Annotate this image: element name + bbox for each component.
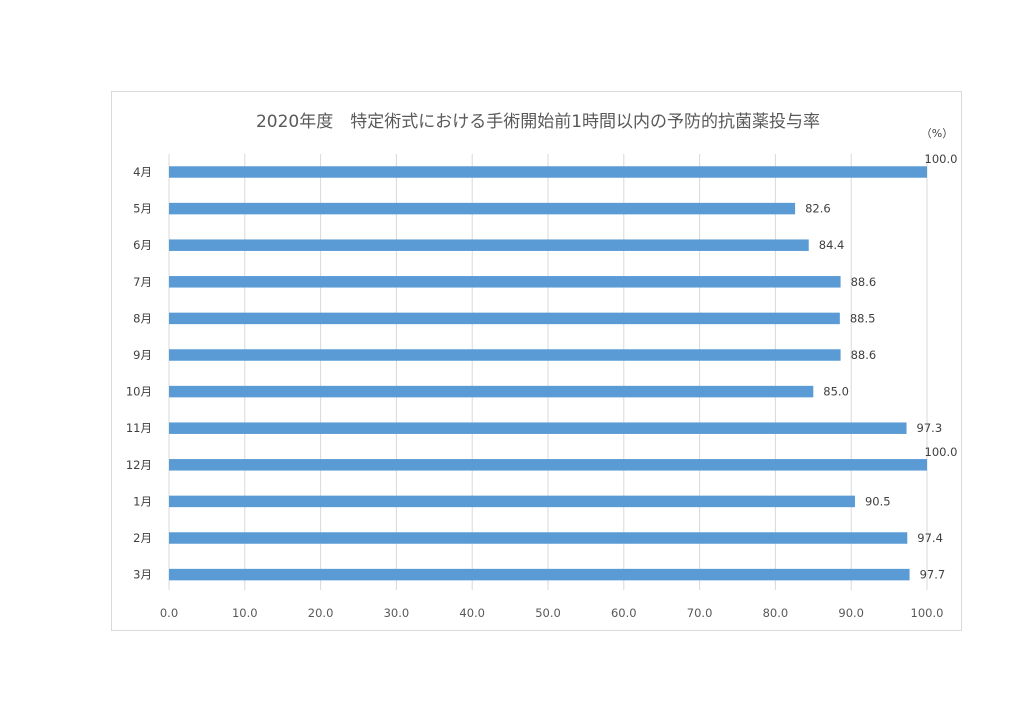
x-tick-label: 40.0 [459, 606, 485, 620]
x-tick-label: 80.0 [763, 606, 789, 620]
category-label: 9月 [133, 348, 152, 362]
bar [169, 166, 927, 178]
bar [169, 239, 809, 251]
category-label: 1月 [133, 494, 152, 508]
category-label: 12月 [126, 458, 152, 472]
category-labels: 4月 5月 6月 7月 8月 9月 10月 11月 12月 1月 2月 3月 [126, 165, 152, 582]
category-label: 7月 [133, 275, 152, 289]
data-label: 97.4 [917, 531, 943, 545]
bars [169, 166, 927, 581]
data-label: 88.5 [850, 311, 876, 325]
bar [169, 385, 814, 398]
data-label: 100.0 [925, 445, 958, 459]
bar-chart: 2020年度 特定術式における手術開始前1時間以内の予防的抗菌薬投与率 （%） … [126, 112, 958, 620]
category-label: 3月 [133, 568, 152, 582]
x-tick-label: 50.0 [535, 606, 561, 620]
bar [169, 459, 927, 471]
category-label: 4月 [133, 165, 152, 179]
data-label: 82.6 [805, 202, 831, 216]
x-tick-label: 20.0 [308, 606, 334, 620]
data-labels: 100.0 82.6 84.4 88.6 88.5 88.6 85.0 97.3 100.0 90… [805, 152, 957, 582]
x-tick-label: 100.0 [911, 606, 944, 620]
bar [169, 568, 910, 581]
category-label: 6月 [133, 238, 152, 252]
x-tick-label: 60.0 [611, 606, 637, 620]
bar [169, 495, 855, 508]
category-label: 2月 [133, 531, 152, 545]
data-label: 97.3 [917, 421, 943, 435]
bar [169, 349, 841, 361]
chart-title: 2020年度 特定術式における手術開始前1時間以内の予防的抗菌薬投与率 [256, 112, 820, 132]
category-label: 5月 [133, 202, 152, 216]
bar [169, 276, 841, 288]
unit-label: （%） [921, 127, 953, 140]
data-label: 100.0 [925, 152, 958, 166]
x-tick-label: 70.0 [687, 606, 713, 620]
gridlines [168, 154, 928, 590]
x-tick-label: 10.0 [232, 606, 258, 620]
x-axis-ticks: 0.0 10.0 20.0 30.0 40.0 50.0 60.0 70.0 80.0 90.0 1… [160, 606, 944, 620]
x-tick-label: 90.0 [838, 606, 864, 620]
bar [169, 312, 840, 325]
data-label: 84.4 [819, 238, 845, 252]
data-label: 85.0 [823, 385, 849, 399]
data-label: 88.6 [851, 348, 877, 362]
bar [169, 202, 796, 215]
category-label: 8月 [133, 311, 152, 325]
x-tick-label: 0.0 [160, 606, 178, 620]
bar [169, 422, 907, 434]
x-tick-label: 30.0 [384, 606, 410, 620]
data-label: 90.5 [865, 494, 891, 508]
data-label: 88.6 [851, 275, 877, 289]
chart-frame: 2020年度 特定術式における手術開始前1時間以内の予防的抗菌薬投与率 （%） … [111, 91, 962, 631]
category-label: 10月 [126, 385, 152, 399]
data-label: 97.7 [920, 568, 946, 582]
category-label: 11月 [126, 421, 152, 435]
bar [169, 532, 908, 544]
